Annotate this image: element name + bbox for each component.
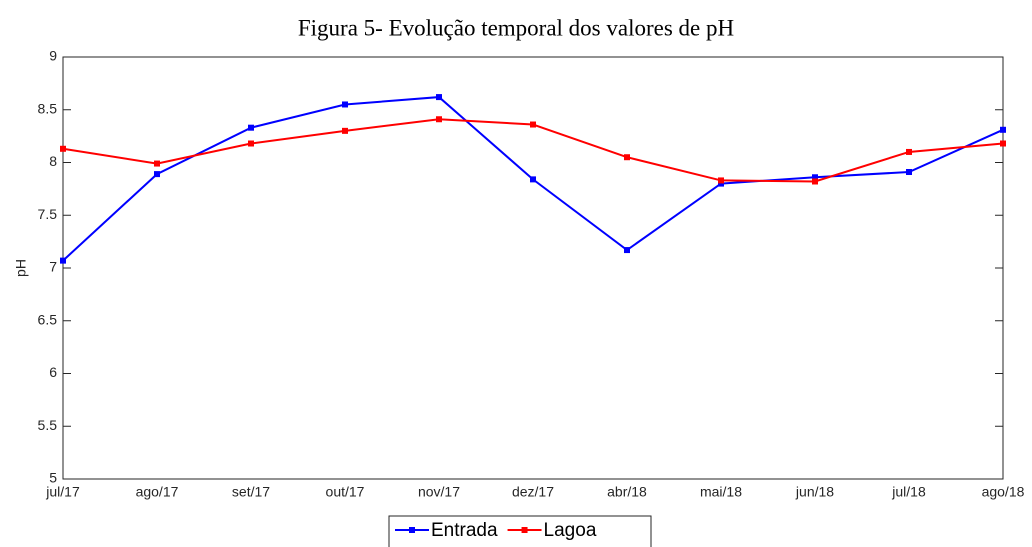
x-tick-label: set/17 — [232, 484, 270, 500]
x-tick-label: dez/17 — [512, 484, 554, 500]
x-tick-label: jul/18 — [891, 484, 926, 500]
legend-label: Lagoa — [544, 520, 597, 541]
data-point — [436, 116, 442, 123]
y-tick-label: 8.5 — [38, 100, 58, 116]
x-tick-label: ago/17 — [136, 484, 179, 500]
y-tick-label: 5.5 — [38, 417, 58, 433]
x-tick-label: abr/18 — [607, 484, 647, 500]
data-point — [248, 140, 254, 147]
y-tick-label: 6.5 — [38, 311, 58, 327]
legend-label: Entrada — [431, 520, 498, 541]
data-point — [812, 178, 818, 185]
data-point — [248, 124, 254, 131]
data-point — [154, 160, 160, 167]
data-point — [154, 171, 160, 178]
x-tick-label: out/17 — [326, 484, 365, 500]
y-axis-label: pH — [13, 259, 29, 277]
y-tick-label: 8 — [49, 153, 57, 169]
data-point — [530, 121, 536, 128]
data-point — [624, 247, 630, 254]
data-point — [342, 101, 348, 108]
data-point — [436, 94, 442, 101]
x-tick-label: ago/18 — [982, 484, 1025, 500]
data-point — [1000, 126, 1006, 133]
legend-box — [388, 515, 652, 547]
data-point — [60, 257, 66, 264]
plot-frame — [62, 56, 1004, 480]
x-tick-label: nov/17 — [418, 484, 460, 500]
data-point — [718, 177, 724, 184]
y-tick-label: 7 — [49, 259, 57, 275]
data-point — [60, 145, 66, 152]
chart-title: Figura 5- Evolução temporal dos valores … — [298, 15, 734, 40]
y-tick-label: 7.5 — [38, 206, 58, 222]
data-point — [624, 154, 630, 161]
y-tick-label: 6 — [49, 364, 57, 380]
legend-marker — [409, 527, 415, 533]
data-point — [530, 176, 536, 183]
y-tick-label: 5 — [49, 470, 57, 486]
data-point — [812, 174, 818, 181]
data-point — [1000, 140, 1006, 147]
data-point — [342, 127, 348, 134]
y-tick-label: 9 — [49, 48, 57, 64]
x-tick-label: jul/17 — [45, 484, 80, 500]
legend-marker — [521, 527, 528, 533]
data-point — [718, 180, 724, 187]
x-tick-label: jun/18 — [795, 484, 834, 500]
data-point — [906, 148, 912, 155]
data-point — [906, 168, 912, 175]
x-tick-label: mai/18 — [700, 484, 742, 500]
